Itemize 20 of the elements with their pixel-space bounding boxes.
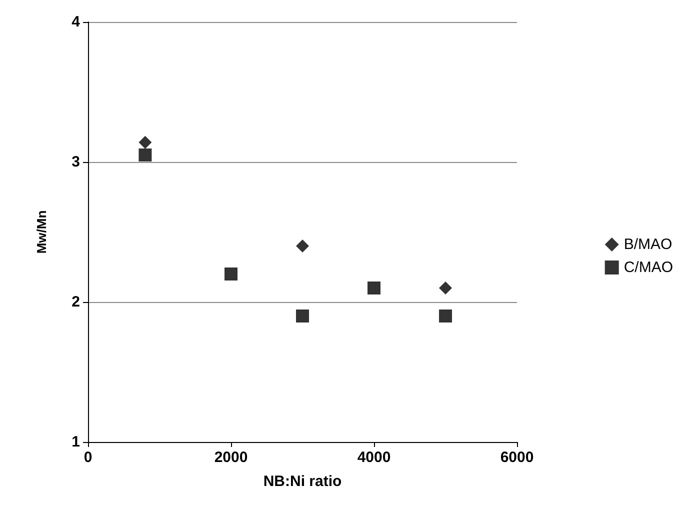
y-axis-title: Mw/Mn [34,210,49,254]
x-tick-label: 6000 [500,449,534,466]
point [439,282,452,294]
legend-label: C/MAO [624,259,674,276]
y-tick-label: 4 [72,14,81,30]
point [138,136,152,149]
point [296,240,309,252]
y-tick-label: 1 [72,434,80,450]
point [296,310,309,322]
point [439,310,452,322]
x-tick-label: 0 [84,449,92,466]
x-axis-title: NB:Ni ratio [263,473,342,490]
x-tick-label: 2000 [214,449,248,466]
y-tick-label: 2 [72,294,80,310]
point [224,268,238,280]
legend-label: B/MAO [624,236,672,253]
point [138,148,152,162]
point [368,282,380,294]
y-tick-label: 3 [72,154,80,170]
x-tick-label: 4000 [357,449,391,466]
